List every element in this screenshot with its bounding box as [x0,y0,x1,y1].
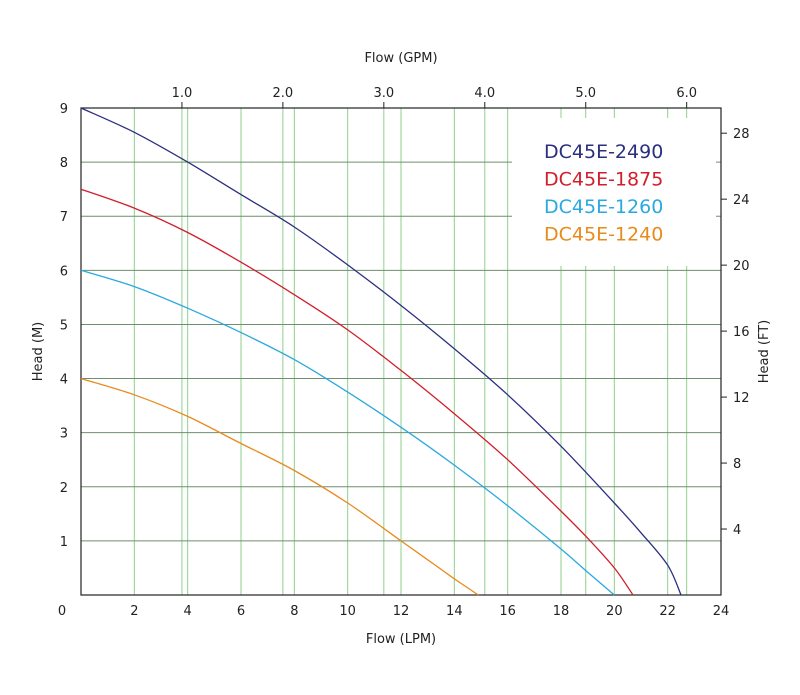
legend: DC45E-2490 DC45E-1875 DC45E-1260 DC45E-1240 [512,118,716,266]
x-tick-label: 2 [130,604,138,619]
x-tick-label: 24 [713,604,730,619]
x-axis-title-bottom: Flow (LPM) [366,632,436,647]
top-tick-label: 3.0 [373,86,394,101]
x-tick-label: 4 [184,604,192,619]
legend-entry: DC45E-1240 [544,224,663,246]
x-tick-label: 14 [446,604,463,619]
x-tick-label: 12 [393,604,410,619]
y-tick-label: 2 [60,481,68,496]
origin-tick-label: 0 [58,604,66,619]
y-tick-label: 9 [60,102,68,117]
plot-frame [80,107,722,596]
x-tick-label: 8 [290,604,298,619]
legend-background [512,118,716,266]
right-tick-label: 8 [733,457,741,472]
right-tick-label: 12 [733,391,750,406]
right-tick-label: 4 [733,523,741,538]
series-line [80,188,634,596]
right-tick-label: 28 [733,127,750,142]
legend-entry: DC45E-2490 [544,141,663,163]
y-axis-title-right: Head (FT) [757,320,772,383]
top-tick-label: 1.0 [172,86,193,101]
series-line [80,107,682,596]
legend-entry: DC45E-1260 [544,196,663,218]
y-tick-label: 5 [60,318,68,333]
series-layer [80,107,682,596]
right-tick-label: 24 [733,193,750,208]
right-tick-label: 20 [733,259,750,274]
x-tick-label: 20 [606,604,623,619]
legend-entry: DC45E-1875 [544,169,663,191]
series-line [80,269,615,596]
y-tick-label: 3 [60,427,68,442]
y-tick-label: 7 [60,210,68,225]
series-line [80,377,479,596]
right-tick-label: 16 [733,325,750,340]
x-tick-label: 22 [659,604,676,619]
tick-layer: 2 4 6 8 10 12 14 16 18 20 22 241.0 2.0 3.0 4.0 5.0 6.012… [60,86,750,619]
y-tick-label: 6 [60,264,68,279]
x-tick-label: 10 [339,604,356,619]
x-axis-title-top: Flow (GPM) [364,51,437,66]
y-tick-label: 1 [60,535,68,550]
top-tick-label: 6.0 [676,86,697,101]
y-axis-title-left: Head (M) [31,322,46,381]
x-tick-label: 6 [237,604,245,619]
top-tick-label: 4.0 [474,86,495,101]
y-tick-label: 4 [60,373,68,388]
y-tick-label: 8 [60,156,68,171]
top-tick-label: 2.0 [273,86,294,101]
x-tick-label: 18 [553,604,570,619]
x-tick-label: 16 [499,604,516,619]
top-tick-label: 5.0 [575,86,596,101]
